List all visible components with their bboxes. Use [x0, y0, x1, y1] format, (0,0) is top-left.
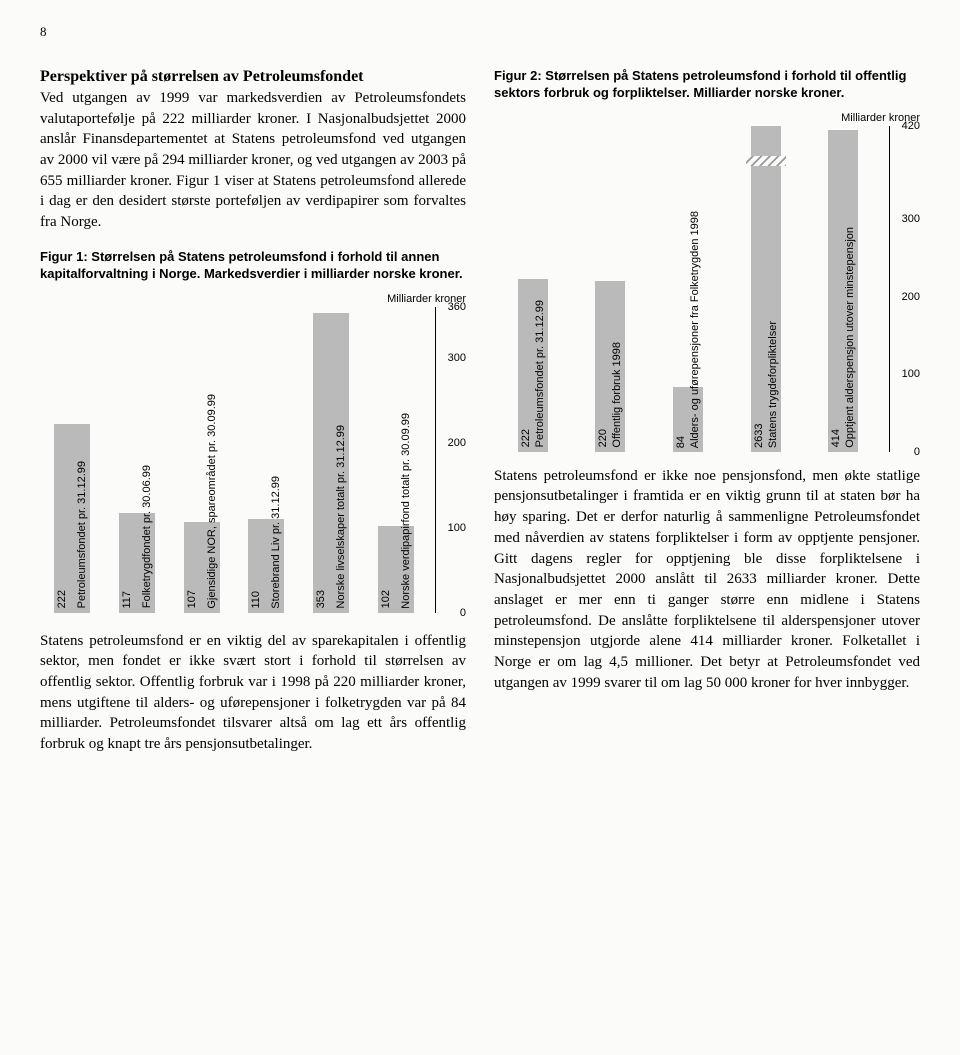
chart1-bar-value: 110: [250, 591, 262, 609]
chart2-bar-value: 84: [675, 436, 687, 448]
chart1-bar-group: 110Storebrand Liv pr. 31.12.99: [248, 519, 284, 613]
chart1-bar: 102Norske verdipapirfond totalt pr. 30.0…: [378, 526, 414, 613]
chart1-bar: 107Gjensidige NOR, spareområdet pr. 30.0…: [184, 522, 220, 613]
chart2-bar-label: Petroleumsfondet pr. 31.12.99: [534, 300, 546, 447]
chart1-bar-group: 102Norske verdipapirfond totalt pr. 30.0…: [378, 526, 414, 613]
chart1-bar-value: 222: [56, 590, 68, 608]
chart2-bar: 222Petroleumsfondet pr. 31.12.99: [518, 279, 548, 451]
chart2-bar-group: 84Alders- og uførepensjoner fra Folketry…: [673, 387, 703, 452]
chart2-bar-label: Statens trygdeforpliktelser: [767, 321, 779, 448]
chart1-bar-label: Petroleumsfondet pr. 31.12.99: [76, 461, 88, 608]
chart2-bar: 84Alders- og uførepensjoner fra Folketry…: [673, 387, 703, 452]
chart2-bar-label: Alders- og uførepensjoner fra Folketrygd…: [689, 211, 701, 448]
chart2-y-tick: 0: [914, 446, 920, 458]
chart1-bar-label: Norske livselskaper totalt pr. 31.12.99: [335, 425, 347, 608]
chart1-bar-label: Gjensidige NOR, spareområdet pr. 30.09.9…: [206, 394, 218, 609]
chart1-y-axis: [435, 307, 436, 613]
chart2-y-tick: 200: [902, 291, 920, 303]
figure-1-caption: Figur 1: Størrelsen på Statens petroleum…: [40, 249, 466, 283]
chart1-bar-value: 102: [380, 590, 392, 608]
body-paragraph-2: Statens petroleumsfond er en viktig del …: [40, 631, 466, 755]
chart2-bar-group: 222Petroleumsfondet pr. 31.12.99: [518, 279, 548, 451]
section-heading: Perspektiver på størrelsen av Petroleums…: [40, 68, 466, 86]
chart2-bar: 220Offentlig forbruk 1998: [595, 281, 625, 452]
body-paragraph-right: Statens petroleumsfond er ikke noe pensj…: [494, 466, 920, 694]
chart1-y-tick: 360: [448, 301, 466, 313]
chart1-bar-group: 117Folketrygdfondet pr. 30.06.99: [119, 513, 155, 612]
chart2-bar-value: 220: [597, 429, 609, 447]
chart2-bar-label: Opptjent alderspensjon utover minstepens…: [844, 227, 856, 448]
chart1-bars: 222Petroleumsfondet pr. 31.12.99117Folke…: [40, 307, 428, 613]
chart2-bar: 2633Statens trygdeforpliktelser: [751, 126, 781, 452]
left-column: Perspektiver på størrelsen av Petroleums…: [40, 68, 466, 755]
chart2-bar: 414Opptjent alderspensjon utover minstep…: [828, 130, 858, 451]
chart1-bar-group: 222 Petroleumsfondet pr. 31.12.99: [54, 424, 90, 613]
chart2-bar-label: Offentlig forbruk 1998: [611, 342, 623, 448]
chart2-bar-group: 414Opptjent alderspensjon utover minstep…: [828, 130, 858, 451]
chart1-bar-value: 107: [186, 590, 198, 608]
chart1-bar-group: 107Gjensidige NOR, spareområdet pr. 30.0…: [184, 522, 220, 613]
figure-2-caption: Figur 2: Størrelsen på Statens petroleum…: [494, 68, 920, 102]
chart2-bar-group: 2633Statens trygdeforpliktelser: [751, 126, 781, 452]
right-column: Figur 2: Størrelsen på Statens petroleum…: [494, 68, 920, 755]
chart2-bar-group: 220Offentlig forbruk 1998: [595, 281, 625, 452]
chart1-bar: 353 Norske livselskaper totalt pr. 31.12.…: [313, 313, 349, 613]
chart1-bar-value: 353: [315, 590, 327, 608]
chart1-bar: 117Folketrygdfondet pr. 30.06.99: [119, 513, 155, 612]
chart2-y-axis: [889, 126, 890, 452]
chart1-bar-group: 353 Norske livselskaper totalt pr. 31.12.…: [313, 313, 349, 613]
chart2-bars: 222Petroleumsfondet pr. 31.12.99 220Offen…: [494, 126, 882, 452]
axis-break-icon: [746, 156, 786, 166]
body-paragraph-1: Ved utgangen av 1999 var markedsverdien …: [40, 88, 466, 233]
page-number: 8: [40, 24, 920, 40]
chart2-bar-value: 414: [830, 429, 842, 447]
chart2-bar-value: 222: [520, 429, 532, 447]
chart1-y-tick: 100: [448, 522, 466, 534]
chart2-y-tick: 100: [902, 368, 920, 380]
chart1-y-tick: 200: [448, 437, 466, 449]
chart1-bar: 222 Petroleumsfondet pr. 31.12.99: [54, 424, 90, 613]
chart2-y-tick: 420: [902, 120, 920, 132]
chart1-bar-label: Norske verdipapirfond totalt pr. 30.09.9…: [400, 413, 412, 609]
chart1-y-tick: 0: [460, 607, 466, 619]
chart1-bar-label: Folketrygdfondet pr. 30.06.99: [141, 465, 153, 608]
chart1-bar-value: 117: [121, 591, 133, 609]
chart1-bar: 110Storebrand Liv pr. 31.12.99: [248, 519, 284, 613]
column-layout: Perspektiver på størrelsen av Petroleums…: [40, 68, 920, 755]
chart2-bar-value: 2633: [753, 132, 765, 448]
chart1-bar-label: Storebrand Liv pr. 31.12.99: [270, 476, 282, 609]
figure-1-chart: Milliarder kroner 222Petroleumsfondet pr…: [40, 293, 466, 613]
figure-2-chart: Milliarder kroner 222Petroleumsfondet pr…: [494, 112, 920, 452]
chart1-y-tick: 300: [448, 352, 466, 364]
chart2-y-tick: 300: [902, 213, 920, 225]
